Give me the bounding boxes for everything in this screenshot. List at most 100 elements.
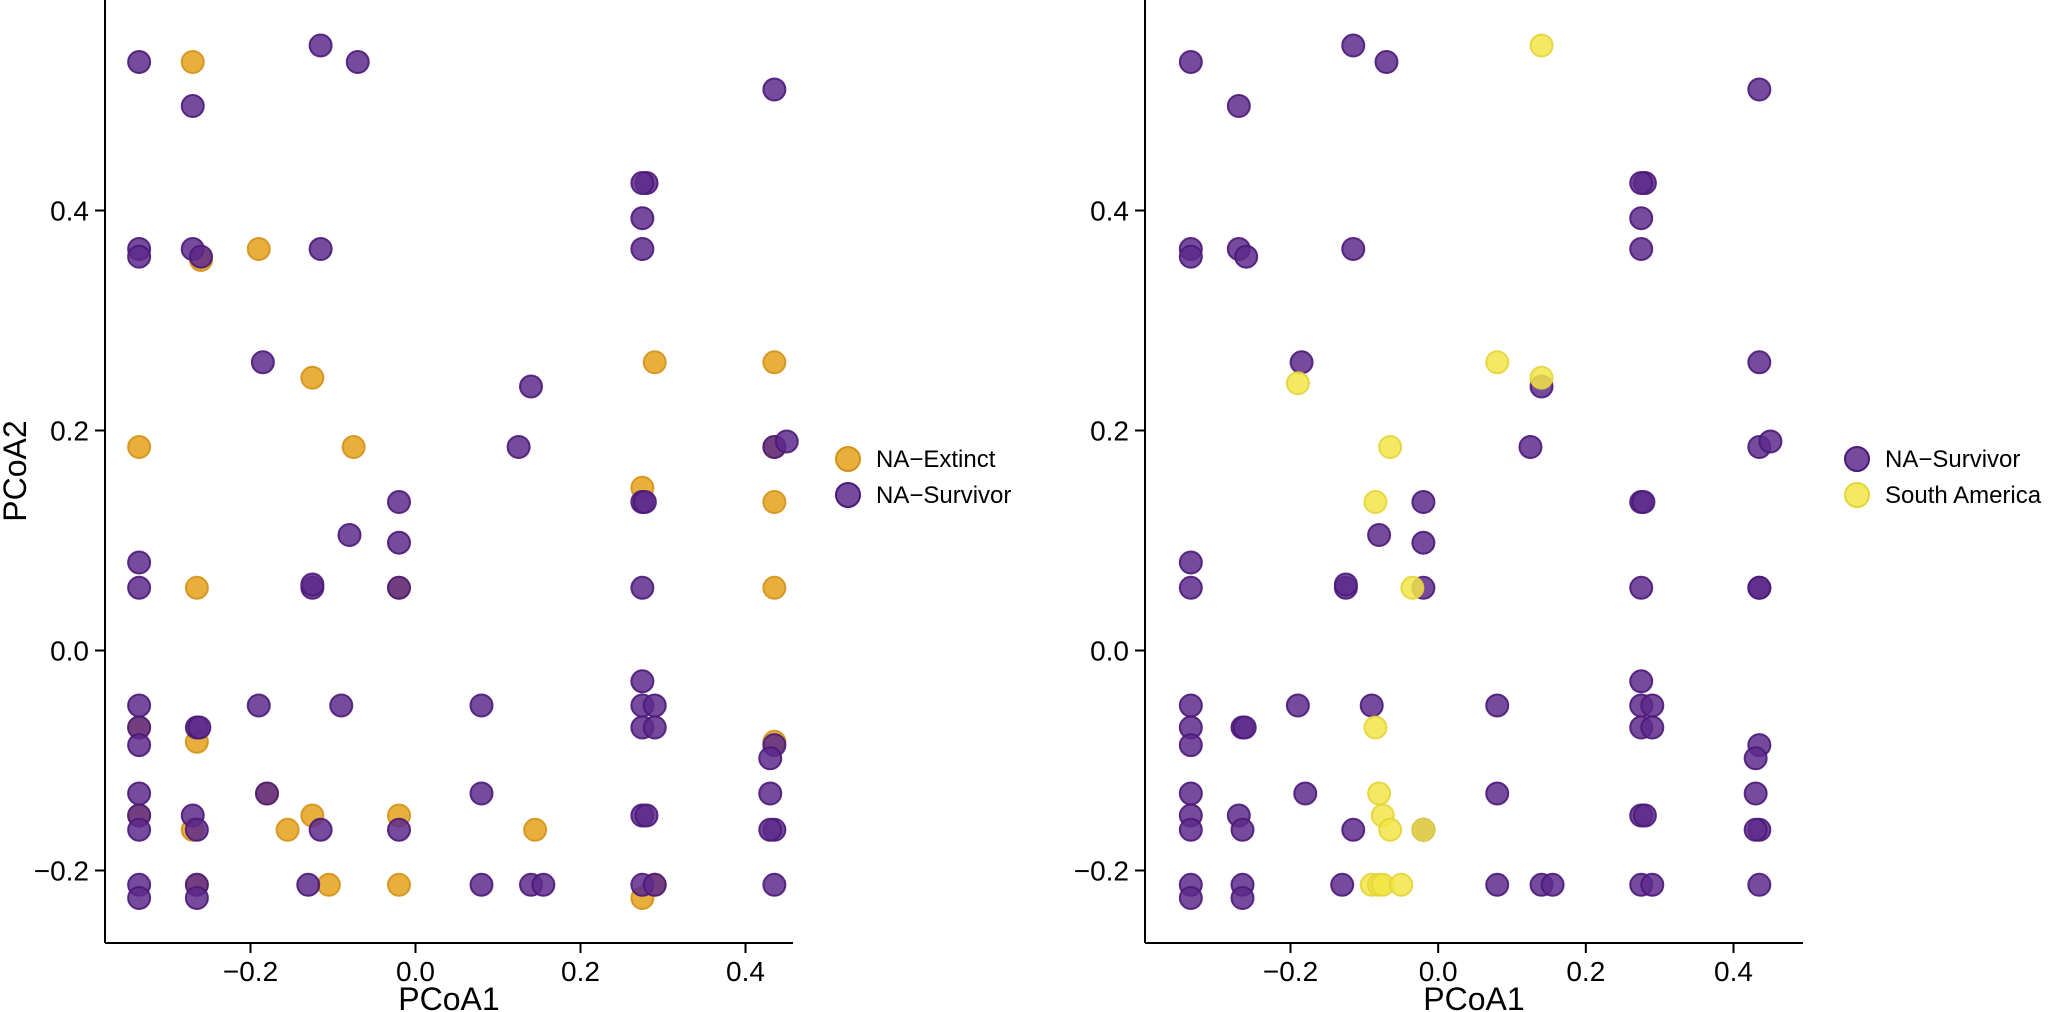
data-point [1293, 781, 1318, 806]
data-point [531, 872, 556, 897]
data-point [1640, 693, 1665, 718]
data-point [523, 817, 548, 842]
data-point [1232, 715, 1257, 740]
data-point [387, 817, 411, 842]
data-point [1411, 490, 1436, 514]
data-point [127, 575, 152, 600]
x-tick-label: 0.2 [561, 956, 600, 987]
data-point [337, 523, 362, 547]
data-point [506, 435, 531, 459]
legend-key [835, 482, 861, 508]
data-point [1378, 435, 1403, 459]
data-point [187, 715, 212, 740]
data-point [1640, 715, 1665, 740]
legend-key [1844, 482, 1870, 508]
data-point [1758, 429, 1783, 454]
data-point [1367, 523, 1392, 547]
data-point [1629, 206, 1654, 231]
series-1 [1178, 33, 1783, 910]
data-point [189, 244, 213, 269]
data-point [180, 50, 205, 74]
data-point [345, 50, 370, 74]
data-point [308, 237, 333, 261]
x-axis-title: PCoA1 [1423, 981, 1524, 1012]
data-point [127, 886, 152, 910]
x-tick-label: 0.0 [396, 956, 435, 987]
y-tick-label: 0.2 [1090, 416, 1129, 447]
data-point [1411, 817, 1436, 842]
y-tick-label: 0.4 [50, 196, 89, 227]
data-point [127, 50, 152, 74]
data-point [630, 669, 655, 694]
data-point [246, 237, 271, 261]
data-point [308, 33, 333, 58]
data-point [1363, 490, 1388, 514]
data-point [758, 746, 783, 771]
x-tick-label: −0.2 [1263, 956, 1318, 987]
data-point [1341, 237, 1366, 261]
data-point [1485, 693, 1510, 718]
legend-label: NA−Survivor [1885, 446, 2020, 473]
data-point [127, 733, 152, 758]
y-tick-label: 0.0 [50, 636, 89, 667]
data-point [1230, 886, 1255, 910]
data-point [127, 781, 152, 806]
data-point [387, 530, 411, 555]
data-point [1485, 781, 1510, 806]
series-1 [127, 50, 787, 910]
y-tick-label: −0.2 [34, 856, 89, 887]
data-point [1178, 781, 1203, 806]
data-point [127, 244, 152, 269]
data-point [1747, 575, 1772, 600]
data-point [469, 872, 494, 897]
legend: NA−Extinct NA−Survivor [835, 446, 1011, 509]
data-point [1485, 872, 1510, 897]
data-point [246, 693, 271, 718]
legend-key [835, 446, 861, 472]
data-point [1226, 94, 1251, 118]
data-point [1629, 575, 1654, 600]
data-point [1747, 77, 1772, 102]
data-point [1529, 33, 1554, 58]
data-point [630, 575, 655, 600]
data-point [387, 872, 411, 897]
data-point [275, 817, 300, 842]
x-tick-label: 0.4 [1714, 956, 1753, 987]
data-point [642, 715, 667, 740]
data-point [642, 872, 667, 897]
legend-key [1844, 446, 1870, 472]
data-point [300, 572, 325, 597]
data-point [1529, 365, 1554, 390]
legend-label: NA−Extinct [876, 446, 996, 473]
data-point [630, 237, 655, 261]
data-point [642, 350, 667, 375]
data-point [316, 872, 341, 897]
data-point [762, 490, 787, 514]
y-tick-label: 0.0 [1090, 636, 1129, 667]
data-point [642, 693, 667, 718]
data-point [1363, 715, 1388, 740]
data-point [1285, 693, 1310, 718]
data-point [1640, 872, 1665, 897]
data-point [1333, 572, 1358, 597]
data-point [632, 490, 657, 514]
x-tick-label: 0.2 [1566, 956, 1605, 987]
data-point [774, 429, 799, 454]
data-point [1341, 817, 1366, 842]
data-point [762, 872, 787, 897]
data-point [1743, 746, 1768, 771]
data-point [1629, 171, 1654, 195]
data-point [1178, 50, 1203, 74]
scatter-panel-1: −0.2 0.0 0.2 0.4 −0.2 0.0 0.2 0.4 PCoA1 PCoA2 NA−E… [0, 0, 1011, 1012]
data-point [1178, 550, 1203, 575]
data-point [1285, 371, 1310, 396]
data-point [341, 435, 366, 459]
data-point [387, 575, 411, 600]
data-point [469, 781, 494, 806]
data-point [184, 817, 209, 842]
data-point [1378, 817, 1403, 842]
data-point [127, 550, 152, 575]
data-point [1485, 350, 1510, 375]
data-point [1178, 886, 1203, 910]
data-point [1743, 781, 1768, 806]
